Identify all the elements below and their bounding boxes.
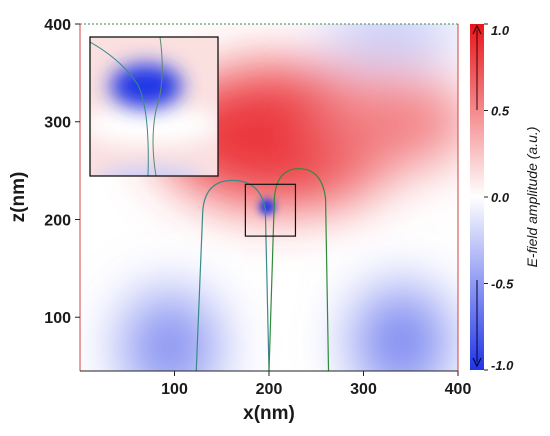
y-tick-label: 300 — [44, 115, 71, 132]
colorbar-tick-label: -1.0 — [491, 358, 514, 373]
field-region-negative — [259, 198, 276, 215]
colorbar-title: E-field amplitude (a.u.) — [524, 127, 540, 268]
structure-right-tip — [268, 168, 330, 371]
y-tick-label: 200 — [44, 212, 71, 229]
x-axis-title: x(nm) — [243, 403, 295, 424]
colorbar-gradient — [470, 24, 484, 370]
colorbar-tick-label: 1.0 — [491, 23, 510, 38]
y-axis: 100 200 300 400 — [44, 17, 80, 327]
x-axis: 100 200 300 400 — [161, 371, 471, 398]
x-tick-label: 200 — [256, 381, 283, 398]
y-tick-label: 100 — [44, 310, 71, 327]
field-region-positive — [311, 76, 458, 167]
inset — [89, 36, 219, 177]
field-region-negative — [321, 24, 458, 56]
field-region-negative — [353, 286, 450, 371]
structure-left-tip — [195, 179, 270, 371]
y-axis-title: z(nm) — [8, 172, 29, 223]
x-tick-label: 300 — [350, 381, 377, 398]
field-region-negative — [121, 291, 218, 371]
y-tick-label: 400 — [44, 17, 71, 34]
heatmap — [80, 24, 458, 371]
arrow-up-icon — [472, 24, 482, 35]
zoom-region-box — [244, 183, 297, 237]
x-tick-label: 100 — [161, 381, 188, 398]
colorbar-tick-label: -0.5 — [491, 277, 514, 292]
x-tick-label: 400 — [445, 381, 472, 398]
colorbar-tick-label: 0.0 — [491, 190, 510, 205]
colorbar: 1.0 0.5 0.0 -0.5 -1.0 E-field amplitude (a.u… — [470, 23, 540, 373]
arrow-down-icon — [472, 357, 482, 368]
colorbar-tick-label: 0.5 — [491, 104, 510, 119]
